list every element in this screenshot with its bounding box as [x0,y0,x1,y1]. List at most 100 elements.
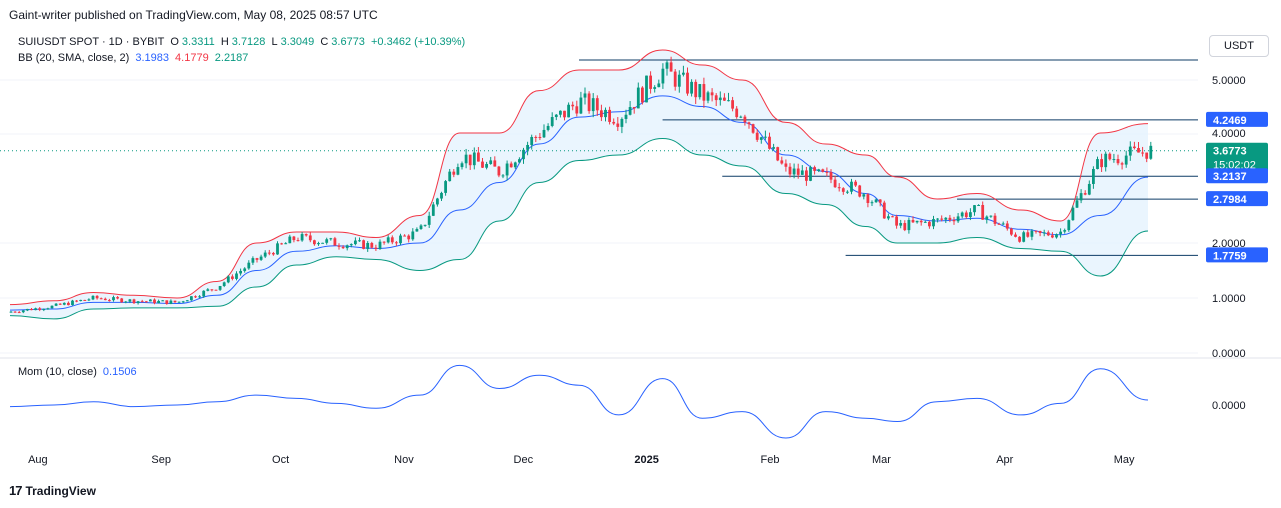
price-badge: 4.2469 [1206,111,1268,127]
candle [636,82,640,109]
candle [1038,230,1042,237]
candle [690,79,693,97]
price-tick-label: 0.0000 [1212,348,1246,360]
candle [669,56,673,72]
tradingview-brand[interactable]: 17 TradingView [9,483,96,498]
momentum-axis[interactable]: 0.0000 [1212,400,1246,412]
change-value: +0.3462 (+10.39%) [371,36,466,48]
candle [743,114,747,126]
candle [21,310,25,314]
candle [698,84,702,100]
candle [308,232,312,243]
candle [67,301,70,306]
candle [919,219,923,226]
close-value: 3.6773 [331,36,365,48]
candle [103,297,107,301]
candle [390,235,394,245]
bb-lower-value: 2.2187 [214,52,249,64]
price-badge-value: 2.7984 [1213,194,1248,206]
candle [1112,153,1116,163]
price-tick-label: 5.0000 [1212,75,1246,87]
mom-label[interactable]: Mom (10, close) [18,366,97,378]
candle [181,300,185,303]
candle [796,163,800,179]
candle [222,281,226,288]
time-axis[interactable]: Aug Sep Oct Nov Dec 2025 Feb Mar Apr May [28,454,1135,466]
candle [374,244,378,251]
candle [788,163,792,178]
candle [345,244,349,251]
candle [42,308,46,312]
candle [653,85,657,93]
candle [321,242,324,244]
candle [226,275,230,284]
candle [128,298,132,304]
candle [1092,166,1095,189]
candle [17,310,21,314]
candle [30,308,33,311]
candle [1120,161,1124,170]
candle [1083,190,1087,196]
candle [833,175,837,188]
candle [891,215,894,218]
candle [915,220,919,224]
candle [185,299,189,302]
candle [509,161,513,168]
candle [1087,180,1091,196]
candle [780,156,784,165]
candle [1071,205,1075,221]
bb-upper-value: 4.1779 [175,52,209,64]
candle [1124,150,1128,168]
candle [784,159,788,172]
price-badge: 3.2137 [1206,168,1268,184]
candle [169,299,173,305]
candle [177,301,181,303]
candle [538,133,542,141]
candle [755,128,759,142]
candle [382,241,386,245]
candle [723,93,726,101]
candle [370,241,374,249]
bb-label[interactable]: BB (20, SMA, close, 2) [18,52,130,64]
candle [518,157,521,164]
time-tick-label: 2025 [634,454,658,466]
currency-button[interactable]: USDT [1209,35,1269,57]
candle [706,90,710,104]
candle [1100,153,1103,172]
candle [1055,233,1058,239]
price-axis[interactable]: 5.0000 4.0000 2.0000 1.0000 0.0000 [1212,75,1246,360]
candle [431,202,435,217]
candle [1096,156,1099,170]
candle [366,241,370,252]
price-tick-label: 1.0000 [1212,293,1246,305]
candle [595,95,599,116]
candle [571,101,575,111]
candle [497,165,501,178]
candle [149,299,152,302]
candle [235,271,238,281]
candle [493,156,497,167]
candle [304,233,308,237]
candle [1104,151,1108,172]
candle [1022,230,1026,243]
candle [526,141,529,156]
candle [821,168,825,173]
candle [1046,230,1050,237]
candle [202,290,206,298]
candle [542,124,546,138]
price-badge: 1.7759 [1206,247,1268,263]
candle [1075,196,1079,209]
candle [440,191,443,201]
candle [165,300,169,305]
candle [997,222,1001,225]
candle [587,91,591,114]
candle [866,193,870,208]
symbol-name[interactable]: SUIUSDT SPOT · 1D · BYBIT [18,36,165,48]
candle [673,69,677,91]
candle [239,268,242,276]
candlesticks [9,56,1153,314]
candle [460,161,464,170]
candle [641,86,644,105]
candle [485,161,488,170]
